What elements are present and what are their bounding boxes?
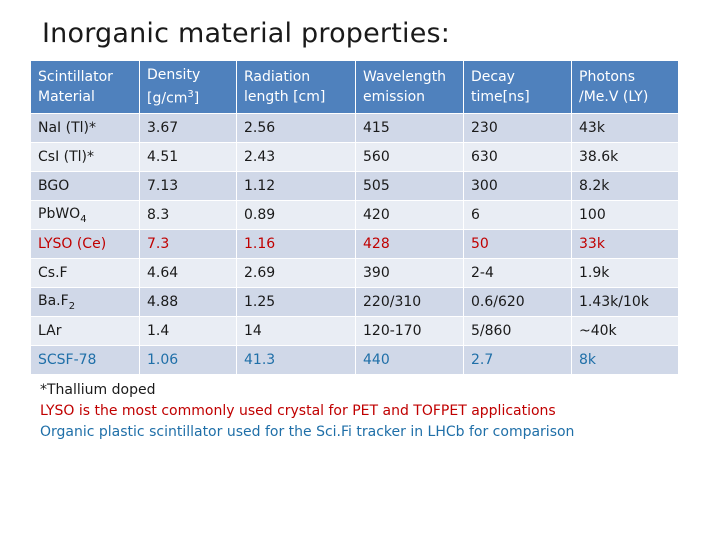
cell-radiation-length: 0.89 — [236, 200, 356, 230]
cell-wavelength: 440 — [355, 345, 464, 375]
cell-radiation-length: 1.25 — [236, 287, 356, 317]
table-row: LAr 1.4 14 120-170 5/860 ~40k — [30, 316, 679, 346]
header-density: Density [g/cm3] — [139, 60, 237, 114]
table-row: Cs.F 4.64 2.69 390 2-4 1.9k — [30, 258, 679, 288]
table-row-scsf: SCSF-78 1.06 41.3 440 2.7 8k — [30, 345, 679, 375]
note-thallium: *Thallium doped — [40, 382, 156, 398]
cell-radiation-length: 1.12 — [236, 171, 356, 201]
cell-material: LYSO (Ce) — [30, 229, 140, 259]
cell-material: BGO — [30, 171, 140, 201]
cell-photons: 38.6k — [571, 142, 679, 172]
cell-material: Ba.F2 — [30, 287, 140, 317]
scintillator-properties-table: Scintillator Material Density [g/cm3] Radi… — [30, 60, 679, 375]
cell-photons: ~40k — [571, 316, 679, 346]
header-decay-time: Decay time[ns] — [463, 60, 572, 114]
cell-radiation-length: 1.16 — [236, 229, 356, 259]
cell-density: 1.4 — [139, 316, 237, 346]
cell-decay-time: 300 — [463, 171, 572, 201]
cell-photons: 100 — [571, 200, 679, 230]
cell-radiation-length: 41.3 — [236, 345, 356, 375]
cell-photons: 8k — [571, 345, 679, 375]
cell-decay-time: 6 — [463, 200, 572, 230]
cell-decay-time: 5/860 — [463, 316, 572, 346]
cell-decay-time: 630 — [463, 142, 572, 172]
cell-wavelength: 560 — [355, 142, 464, 172]
cell-photons: 33k — [571, 229, 679, 259]
cell-density: 3.67 — [139, 113, 237, 143]
cell-decay-time: 230 — [463, 113, 572, 143]
cell-wavelength: 390 — [355, 258, 464, 288]
cell-density: 7.3 — [139, 229, 237, 259]
table-row: NaI (Tl)* 3.67 2.56 415 230 43k — [30, 113, 679, 143]
cell-photons: 1.43k/10k — [571, 287, 679, 317]
cell-decay-time: 50 — [463, 229, 572, 259]
cell-density: 1.06 — [139, 345, 237, 375]
cell-radiation-length: 14 — [236, 316, 356, 346]
cell-decay-time: 0.6/620 — [463, 287, 572, 317]
cell-radiation-length: 2.56 — [236, 113, 356, 143]
footnotes: *Thallium doped LYSO is the most commonl… — [40, 380, 574, 443]
cell-material: LAr — [30, 316, 140, 346]
cell-wavelength: 420 — [355, 200, 464, 230]
cell-density: 8.3 — [139, 200, 237, 230]
cell-material: SCSF-78 — [30, 345, 140, 375]
table-row-lyso: LYSO (Ce) 7.3 1.16 428 50 33k — [30, 229, 679, 259]
cell-density: 4.64 — [139, 258, 237, 288]
cell-wavelength: 120-170 — [355, 316, 464, 346]
table-header-row: Scintillator Material Density [g/cm3] Radi… — [30, 60, 679, 114]
cell-density: 4.88 — [139, 287, 237, 317]
cell-density: 4.51 — [139, 142, 237, 172]
cell-decay-time: 2-4 — [463, 258, 572, 288]
table-row: PbWO4 8.3 0.89 420 6 100 — [30, 200, 679, 230]
cell-material: NaI (Tl)* — [30, 113, 140, 143]
cell-photons: 43k — [571, 113, 679, 143]
slide-title: Inorganic material properties: — [42, 18, 451, 49]
cell-decay-time: 2.7 — [463, 345, 572, 375]
table-row: Ba.F2 4.88 1.25 220/310 0.6/620 1.43k/10… — [30, 287, 679, 317]
cell-density: 7.13 — [139, 171, 237, 201]
cell-material: PbWO4 — [30, 200, 140, 230]
cell-wavelength: 415 — [355, 113, 464, 143]
header-photons: Photons/Me.V (LY) — [571, 60, 679, 114]
table-row: CsI (Tl)* 4.51 2.43 560 630 38.6k — [30, 142, 679, 172]
header-wavelength: Wavelength emission — [355, 60, 464, 114]
cell-photons: 8.2k — [571, 171, 679, 201]
cell-wavelength: 505 — [355, 171, 464, 201]
cell-photons: 1.9k — [571, 258, 679, 288]
cell-wavelength: 220/310 — [355, 287, 464, 317]
cell-material: CsI (Tl)* — [30, 142, 140, 172]
cell-radiation-length: 2.43 — [236, 142, 356, 172]
table-row: BGO 7.13 1.12 505 300 8.2k — [30, 171, 679, 201]
cell-material: Cs.F — [30, 258, 140, 288]
note-organic: Organic plastic scintillator used for th… — [40, 424, 575, 440]
cell-wavelength: 428 — [355, 229, 464, 259]
header-material: Scintillator Material — [30, 60, 140, 114]
note-lyso: LYSO is the most commonly used crystal f… — [40, 403, 556, 419]
header-radiation-length: Radiation length [cm] — [236, 60, 356, 114]
cell-radiation-length: 2.69 — [236, 258, 356, 288]
